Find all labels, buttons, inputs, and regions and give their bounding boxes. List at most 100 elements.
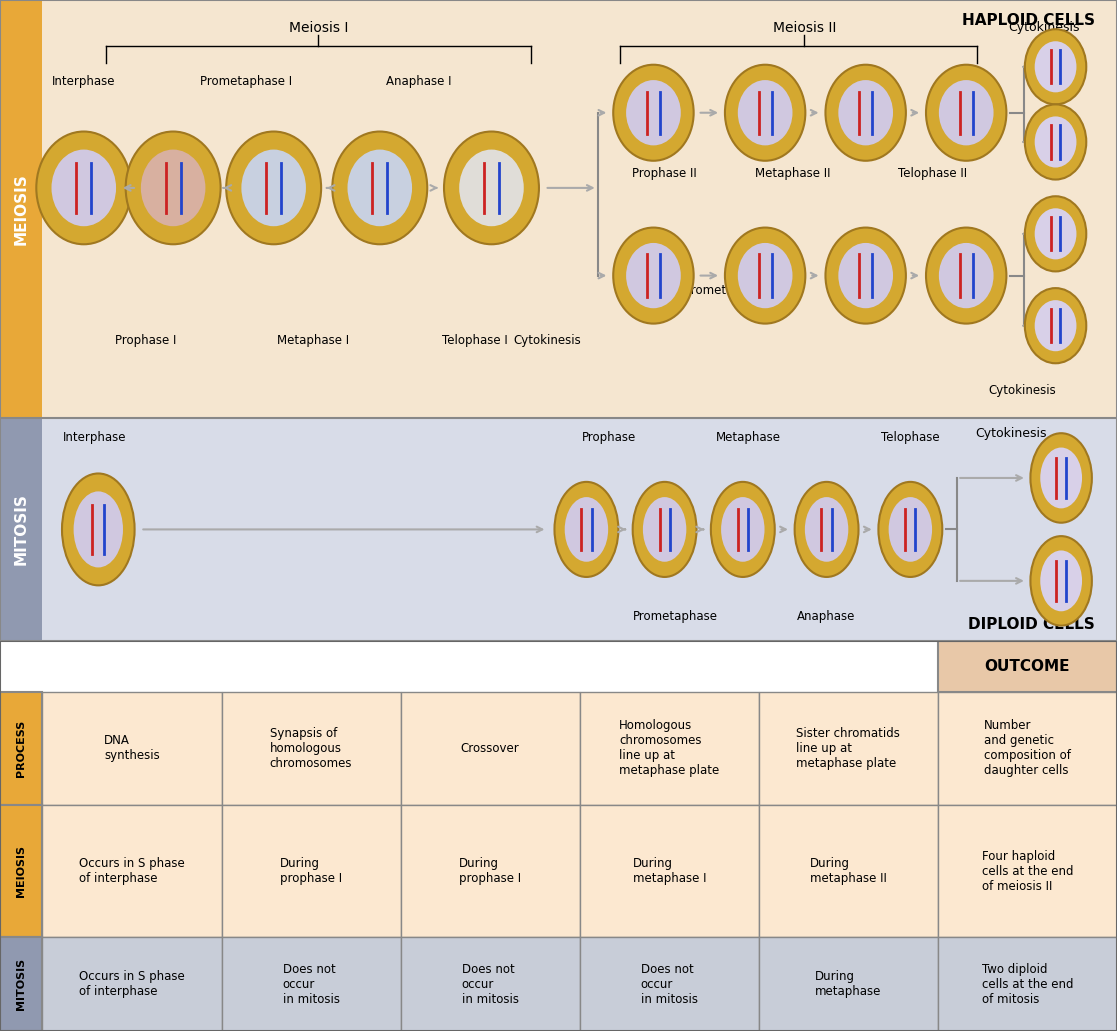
- FancyBboxPatch shape: [0, 692, 42, 805]
- Text: Anaphase II: Anaphase II: [831, 284, 900, 297]
- FancyBboxPatch shape: [758, 937, 938, 1031]
- FancyBboxPatch shape: [758, 805, 938, 937]
- Ellipse shape: [794, 481, 859, 577]
- FancyBboxPatch shape: [42, 805, 221, 937]
- Text: Prometaphase II: Prometaphase II: [684, 284, 780, 297]
- Ellipse shape: [926, 65, 1006, 161]
- Ellipse shape: [1034, 41, 1077, 93]
- Text: Homologous
chromosomes
line up at
metaphase plate: Homologous chromosomes line up at metaph…: [619, 720, 719, 777]
- Ellipse shape: [1030, 433, 1091, 523]
- Text: MITOSIS: MITOSIS: [17, 958, 26, 1010]
- Ellipse shape: [825, 65, 906, 161]
- Text: PROCESS: PROCESS: [17, 720, 26, 777]
- Text: Telophase II: Telophase II: [898, 167, 967, 180]
- Ellipse shape: [725, 228, 805, 324]
- Ellipse shape: [1034, 208, 1077, 260]
- Text: Four haploid
cells at the end
of meiosis II: Four haploid cells at the end of meiosis…: [982, 850, 1073, 893]
- FancyBboxPatch shape: [938, 805, 1117, 937]
- FancyBboxPatch shape: [0, 937, 42, 1031]
- Ellipse shape: [1030, 536, 1091, 626]
- Text: Crossover: Crossover: [461, 742, 519, 755]
- Ellipse shape: [1040, 447, 1082, 508]
- Ellipse shape: [825, 228, 906, 324]
- Text: Telophase I: Telophase I: [442, 334, 507, 347]
- FancyBboxPatch shape: [401, 937, 580, 1031]
- Ellipse shape: [738, 80, 792, 145]
- Text: During
metaphase: During metaphase: [815, 970, 881, 998]
- Ellipse shape: [125, 132, 220, 244]
- Ellipse shape: [805, 497, 848, 562]
- FancyBboxPatch shape: [0, 418, 1117, 641]
- Ellipse shape: [1034, 300, 1077, 352]
- Text: Meiosis I: Meiosis I: [288, 21, 349, 35]
- Ellipse shape: [1034, 117, 1077, 167]
- FancyBboxPatch shape: [938, 692, 1117, 805]
- Text: Cytokinesis: Cytokinesis: [989, 385, 1056, 397]
- Text: MITOSIS: MITOSIS: [13, 494, 29, 565]
- Text: Meiosis II: Meiosis II: [773, 21, 836, 35]
- Text: Two diploid
cells at the end
of mitosis: Two diploid cells at the end of mitosis: [982, 963, 1073, 1005]
- Ellipse shape: [443, 132, 538, 244]
- Text: Telophase: Telophase: [881, 431, 939, 444]
- Ellipse shape: [141, 149, 206, 226]
- Ellipse shape: [1025, 29, 1087, 104]
- Ellipse shape: [226, 132, 322, 244]
- Text: MEIOSIS: MEIOSIS: [13, 173, 29, 244]
- Text: Does not
occur
in mitosis: Does not occur in mitosis: [641, 963, 698, 1005]
- Text: Occurs in S phase
of interphase: Occurs in S phase of interphase: [79, 857, 185, 886]
- Text: Sister chromatids
line up at
metaphase plate: Sister chromatids line up at metaphase p…: [796, 727, 900, 770]
- Text: Does not
occur
in mitosis: Does not occur in mitosis: [283, 963, 340, 1005]
- Ellipse shape: [613, 65, 694, 161]
- Text: Metaphase I: Metaphase I: [277, 334, 349, 347]
- Text: Prophase I: Prophase I: [115, 334, 175, 347]
- Ellipse shape: [347, 149, 412, 226]
- FancyBboxPatch shape: [0, 0, 42, 418]
- Text: During
metaphase II: During metaphase II: [810, 857, 887, 886]
- Text: During
metaphase I: During metaphase I: [632, 857, 706, 886]
- Ellipse shape: [1040, 551, 1082, 611]
- Ellipse shape: [710, 481, 775, 577]
- FancyBboxPatch shape: [42, 692, 221, 805]
- Ellipse shape: [738, 243, 792, 308]
- FancyBboxPatch shape: [0, 805, 42, 937]
- Ellipse shape: [939, 80, 993, 145]
- Text: Metaphase II: Metaphase II: [755, 167, 831, 180]
- Text: Number
and genetic
composition of
daughter cells: Number and genetic composition of daught…: [984, 720, 1071, 777]
- Text: Cytokinesis: Cytokinesis: [514, 334, 581, 347]
- Ellipse shape: [565, 497, 608, 562]
- Ellipse shape: [241, 149, 306, 226]
- Ellipse shape: [878, 481, 943, 577]
- Text: Prometaphase I: Prometaphase I: [200, 75, 292, 89]
- FancyBboxPatch shape: [580, 937, 758, 1031]
- Ellipse shape: [939, 243, 993, 308]
- Ellipse shape: [643, 497, 686, 562]
- Text: Interphase: Interphase: [64, 431, 126, 444]
- Text: Prometaphase: Prometaphase: [633, 610, 718, 624]
- FancyBboxPatch shape: [580, 692, 758, 805]
- Ellipse shape: [61, 473, 134, 586]
- Text: During
prophase I: During prophase I: [280, 857, 342, 886]
- Text: Interphase: Interphase: [52, 75, 115, 89]
- FancyBboxPatch shape: [221, 937, 401, 1031]
- Ellipse shape: [926, 228, 1006, 324]
- FancyBboxPatch shape: [42, 641, 221, 692]
- Ellipse shape: [627, 80, 680, 145]
- Ellipse shape: [632, 481, 697, 577]
- FancyBboxPatch shape: [221, 805, 401, 937]
- FancyBboxPatch shape: [42, 937, 221, 1031]
- Ellipse shape: [722, 497, 764, 562]
- Ellipse shape: [613, 228, 694, 324]
- Text: Anaphase: Anaphase: [798, 610, 856, 624]
- Text: Synapsis of
homologous
chromosomes: Synapsis of homologous chromosomes: [270, 727, 352, 770]
- Ellipse shape: [1025, 104, 1087, 179]
- Text: DNA
synthesis: DNA synthesis: [104, 734, 160, 763]
- Ellipse shape: [839, 80, 892, 145]
- Ellipse shape: [51, 149, 116, 226]
- Text: OUTCOME: OUTCOME: [985, 659, 1070, 674]
- Text: Cytokinesis: Cytokinesis: [1009, 21, 1080, 34]
- FancyBboxPatch shape: [0, 418, 42, 641]
- Ellipse shape: [1025, 288, 1087, 363]
- Ellipse shape: [554, 481, 619, 577]
- Ellipse shape: [627, 243, 680, 308]
- FancyBboxPatch shape: [401, 641, 580, 692]
